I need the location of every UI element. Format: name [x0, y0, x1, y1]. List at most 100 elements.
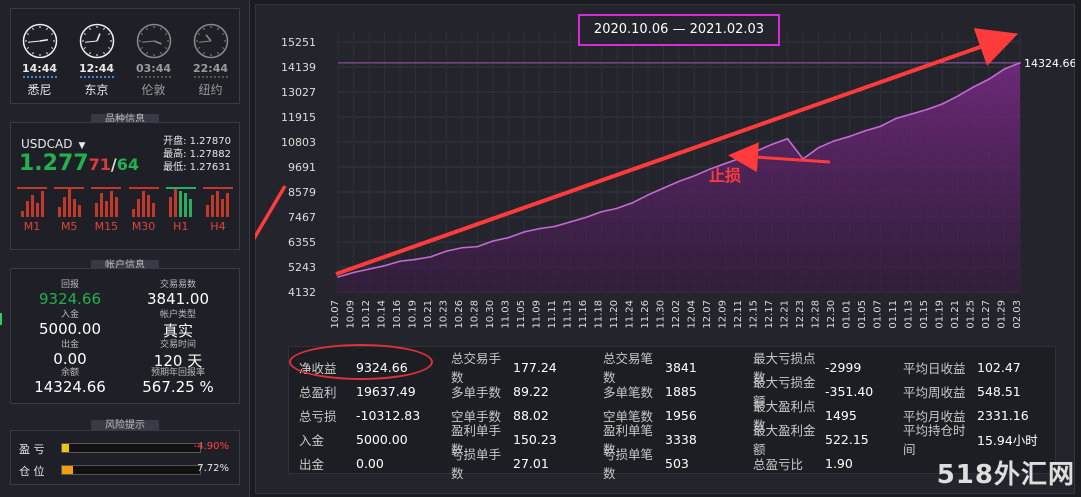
equity-point: [926, 108, 928, 111]
price-main: 1.277: [19, 151, 89, 176]
stat-value: 503: [665, 455, 689, 471]
watermark: 518外汇网: [936, 460, 1075, 490]
stats-column-2: 总交易手数 177.24 多单手数 89.22 空单手数 88.02 盈利单手数 150.23…: [451, 351, 557, 481]
stats-row: 出金 0.00: [299, 451, 420, 475]
x-tick-label: 12.07: [702, 300, 713, 329]
stats-row: 平均日收益 102.47: [903, 355, 1038, 379]
timeframe-m15[interactable]: M15: [91, 187, 122, 233]
clock-time: 22:44: [192, 62, 228, 75]
stats-row: 最大盈利点数 1495: [753, 399, 873, 433]
stat-label: 平均月收益: [903, 408, 966, 424]
timeframe-label: M1: [23, 220, 41, 233]
x-tick-label: 12.04: [687, 300, 698, 329]
equity-point: [910, 113, 913, 115]
account-section-title: 帐户信息: [91, 260, 159, 271]
stats-row: 盈利单手数 150.23: [451, 423, 557, 457]
stat-label: 平均持仓时间: [903, 423, 966, 457]
symbol-selector[interactable]: USDCAD ▼: [21, 137, 85, 151]
equity-point: [569, 221, 572, 223]
clock-time: 03:44: [135, 62, 171, 75]
timeframe-m30[interactable]: M30: [128, 187, 159, 233]
risk-section-header: 风险提示: [10, 416, 240, 431]
y-tick-label: 13027: [281, 86, 316, 99]
x-tick-label: 12.28: [811, 300, 822, 329]
risk-row-pl: 盈 亏 -4.90%: [19, 441, 235, 456]
stats-row: 平均周收益 548.51: [903, 379, 1038, 403]
risk-row-position: 仓 位 7.72%: [19, 463, 235, 478]
timeframe-h4[interactable]: H4: [202, 187, 233, 233]
deposit-label: 入金: [60, 310, 79, 320]
strength-bars: [17, 187, 47, 217]
timeframe-label: M15: [94, 220, 119, 233]
clock-dots: [193, 76, 228, 79]
stats-row: 最大亏损点数 -2999: [753, 351, 873, 385]
stat-label: 多单笔数: [603, 384, 654, 400]
x-tick-label: 12.30: [826, 300, 837, 329]
equity-area: [338, 62, 1020, 292]
stat-label: 平均日收益: [903, 360, 966, 376]
equity-point: [492, 240, 494, 242]
x-tick-label: 10.07: [330, 300, 341, 329]
balance-label: 余额: [60, 368, 79, 378]
equity-point: [383, 264, 386, 267]
stat-value: 1885: [665, 383, 697, 399]
risk-section-title: 风险提示: [91, 420, 159, 431]
stat-label: 总交易笔数: [603, 351, 654, 385]
equity-chart: 15251 14139 13027 11915 10803 9691 8579 7467 635…: [255, 28, 1075, 329]
equity-point: [864, 130, 866, 132]
equity-point: [662, 187, 665, 189]
stat-label: 总盈亏比: [753, 456, 804, 472]
timeframe-h1[interactable]: H1: [165, 187, 196, 233]
stat-value: 19637.49: [356, 383, 416, 399]
stat-value: 1956: [665, 407, 697, 423]
timeframe-label: M30: [131, 220, 156, 233]
stat-label: 平均周收益: [903, 384, 966, 400]
equity-point: [988, 78, 990, 80]
stats-row: 总盈亏比 1.90: [753, 451, 873, 475]
stat-label: 盈利单笔数: [603, 423, 654, 457]
net-profit-highlight-oval: [289, 344, 433, 380]
stats-row: 多单手数 89.22: [451, 379, 557, 403]
x-tick-label: 01.13: [904, 300, 915, 329]
low-label: 最低:: [163, 162, 187, 173]
equity-point: [414, 258, 417, 261]
open-value: 1.27870: [189, 136, 231, 147]
clock-city: 东京: [84, 83, 109, 97]
equity-point: [709, 168, 711, 170]
pl-label: 盈 亏: [19, 443, 45, 456]
equity-point: [647, 194, 649, 196]
pl-bar-fill: [62, 444, 69, 452]
bid-ask-price: 1.27771/64: [19, 151, 139, 176]
position-bar: [61, 465, 201, 475]
timeframe-m1[interactable]: M1: [17, 187, 47, 233]
stats-row: 平均月收益 2331.16: [903, 403, 1038, 427]
clock-face-icon: [193, 23, 228, 59]
clock-0: 14:44 悉尼: [18, 23, 62, 103]
stat-label: 最大亏损金额: [753, 375, 816, 409]
equity-point: [724, 162, 727, 165]
stat-value: -10312.83: [356, 407, 421, 423]
trade-days-label: 交易时间: [159, 340, 196, 350]
stat-value: -351.40: [825, 383, 874, 399]
stats-row: 平均持仓时间 15.94小时: [903, 423, 1038, 457]
stat-label: 亏损单手数: [451, 447, 502, 481]
stats-row: 最大亏损金额 -351.40: [753, 375, 874, 409]
high-value: 1.27882: [189, 149, 231, 160]
y-tick-label: 11915: [281, 111, 316, 124]
account-type-value: 真实: [162, 322, 193, 340]
x-tick-label: 01.05: [857, 300, 868, 329]
equity-point: [957, 95, 959, 97]
x-tick-label: 01.11: [888, 300, 899, 329]
y-tick-label: 15251: [281, 36, 316, 49]
x-tick-label: 12.11: [733, 300, 744, 329]
trade-days-value: 120 天: [153, 352, 203, 370]
x-tick-label: 11.05: [516, 300, 527, 329]
deposit-value: 5000.00: [38, 320, 102, 338]
timeframe-m5[interactable]: M5: [54, 187, 85, 233]
x-tick-label: 11.11: [547, 300, 558, 329]
stats-row: 亏损单手数 27.01: [451, 447, 557, 481]
clock-face-icon: [79, 23, 114, 59]
equity-point: [631, 201, 634, 204]
stop-loss-arrow: [728, 142, 831, 173]
